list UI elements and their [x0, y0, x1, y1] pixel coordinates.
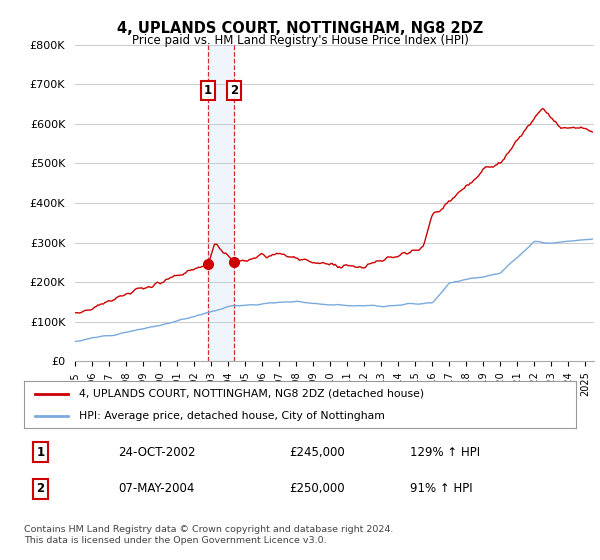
Text: Contains HM Land Registry data © Crown copyright and database right 2024.
This d: Contains HM Land Registry data © Crown c… [24, 525, 394, 545]
Text: 2: 2 [37, 482, 44, 496]
Text: 1: 1 [204, 84, 212, 97]
Bar [208, 45, 234, 361]
Text: 07-MAY-2004: 07-MAY-2004 [118, 482, 194, 496]
Text: 4, UPLANDS COURT, NOTTINGHAM, NG8 2DZ: 4, UPLANDS COURT, NOTTINGHAM, NG8 2DZ [117, 21, 483, 36]
Text: HPI: Average price, detached house, City of Nottingham: HPI: Average price, detached house, City… [79, 410, 385, 421]
Text: Price paid vs. HM Land Registry's House Price Index (HPI): Price paid vs. HM Land Registry's House … [131, 34, 469, 46]
Text: £250,000: £250,000 [289, 482, 344, 496]
Text: 24-OCT-2002: 24-OCT-2002 [118, 446, 196, 459]
Text: 129% ↑ HPI: 129% ↑ HPI [410, 446, 481, 459]
Text: 1: 1 [37, 446, 44, 459]
Text: 4, UPLANDS COURT, NOTTINGHAM, NG8 2DZ (detached house): 4, UPLANDS COURT, NOTTINGHAM, NG8 2DZ (d… [79, 389, 424, 399]
Text: 2: 2 [230, 84, 238, 97]
Text: 91% ↑ HPI: 91% ↑ HPI [410, 482, 473, 496]
Text: £245,000: £245,000 [289, 446, 345, 459]
